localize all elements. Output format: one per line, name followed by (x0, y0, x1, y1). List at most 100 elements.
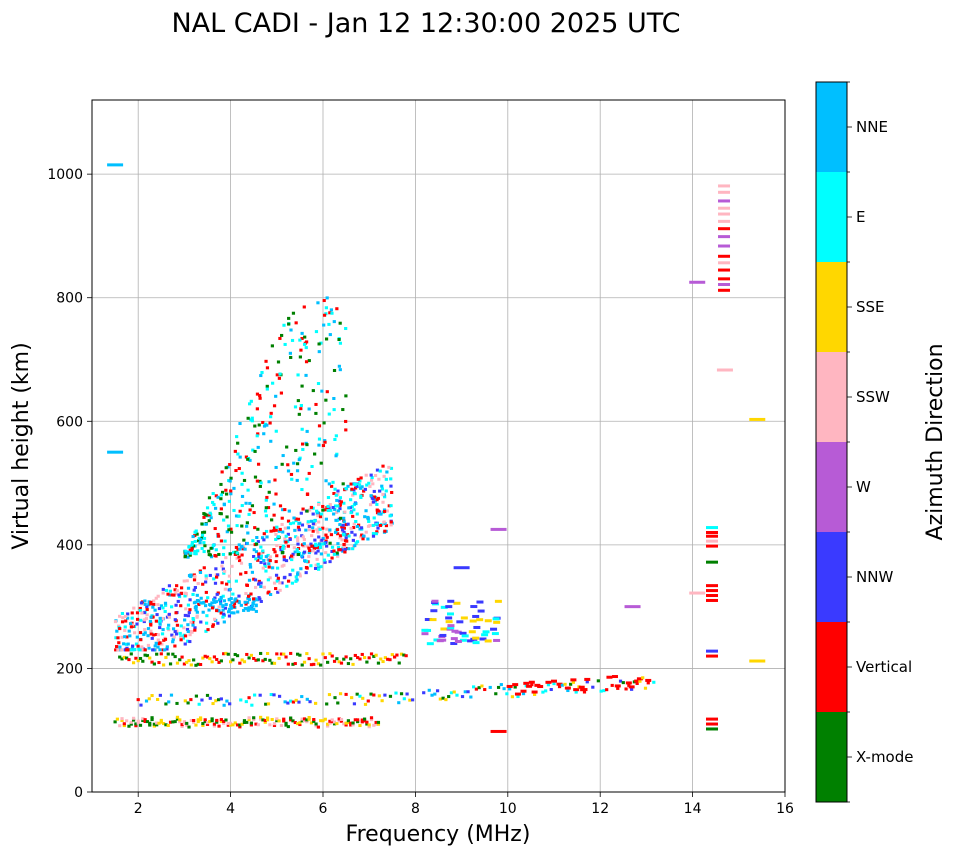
echo-mark (265, 423, 269, 427)
echo-mark (220, 581, 224, 585)
echo-mark (216, 609, 221, 613)
echo-mark (248, 565, 253, 569)
echo-mark (145, 608, 149, 612)
echo-mark (146, 643, 151, 647)
echo-mark (190, 546, 194, 550)
echo-mark (329, 533, 334, 537)
echo-mark (521, 692, 526, 696)
echo-mark (125, 656, 129, 660)
echo-mark (308, 700, 312, 704)
echo-mark (179, 636, 183, 640)
echo-mark (129, 625, 134, 629)
echo-mark (238, 509, 242, 513)
echo-mark (402, 697, 406, 701)
echo-mark (447, 695, 451, 699)
colorbar-label: NNE (856, 118, 888, 136)
echo-mark (265, 384, 269, 388)
echo-mark (314, 402, 318, 406)
echo-mark (332, 722, 337, 726)
echo-mark (268, 559, 272, 563)
echo-mark (311, 512, 315, 516)
echo-mark (369, 652, 374, 656)
echo-mark (184, 592, 188, 596)
echo-mark (318, 545, 323, 549)
echo-mark (161, 606, 165, 610)
echo-mark (227, 499, 231, 503)
echo-mark (171, 640, 175, 644)
echo-mark (197, 602, 201, 606)
echo-mark (300, 336, 304, 340)
echo-mark (152, 633, 156, 637)
echo-mark (175, 701, 179, 705)
echo-mark (294, 579, 298, 583)
echo-mark (286, 701, 290, 705)
echo-mark (313, 522, 317, 526)
echo-mark (325, 702, 329, 706)
echo-mark (319, 719, 323, 723)
echo-mark (225, 582, 229, 586)
echo-mark (133, 647, 137, 651)
echo-mark (371, 534, 376, 538)
echo-mark (449, 691, 454, 695)
echo-mark (332, 720, 337, 724)
echo-mark (256, 540, 260, 544)
echo-mark (278, 527, 282, 531)
echo-mark (143, 599, 147, 603)
echo-mark (338, 504, 342, 508)
echo-mark (279, 548, 283, 552)
echo-mark (159, 720, 163, 724)
echo-mark (147, 603, 151, 607)
echo-mark (273, 550, 277, 554)
echo-mark (320, 538, 324, 542)
echo-mark (125, 719, 129, 723)
echo-mark (341, 523, 345, 527)
echo-mark (360, 720, 364, 724)
echo-mark (198, 569, 202, 573)
echo-mark (225, 699, 229, 703)
echo-mark (482, 630, 490, 634)
echo-mark (173, 618, 177, 622)
echo-mark (355, 540, 360, 544)
echo-mark (213, 581, 218, 585)
echo-mark (249, 721, 253, 725)
echo-mark (375, 468, 380, 472)
echo-mark (352, 508, 356, 512)
echo-mark (302, 660, 307, 664)
echo-mark (335, 657, 339, 661)
echo-mark (302, 719, 307, 723)
colorbar-segment-vertical (816, 622, 847, 712)
grid-lines (92, 100, 786, 793)
echo-mark (295, 478, 299, 482)
echo-mark (344, 536, 348, 540)
echo-mark (336, 542, 340, 546)
echo-mark (483, 688, 487, 692)
echo-mark (196, 582, 200, 586)
echo-mark (124, 619, 128, 623)
echo-mark (244, 700, 248, 704)
echo-mark (303, 335, 307, 339)
echo-mark (202, 600, 206, 604)
echo-mark (183, 699, 187, 703)
echo-mark (250, 419, 254, 423)
echo-mark (212, 722, 217, 726)
echo-mark (269, 439, 273, 443)
echo-mark (706, 594, 719, 598)
echo-mark (189, 620, 193, 624)
echo-mark (295, 722, 300, 726)
echo-mark (384, 524, 389, 528)
echo-mark (298, 456, 302, 460)
echo-mark (569, 682, 573, 686)
echo-mark (523, 681, 530, 685)
echo-mark (284, 559, 289, 563)
echo-mark (287, 322, 291, 326)
echo-mark (249, 607, 253, 611)
echo-mark (161, 587, 165, 591)
echo-mark (304, 571, 308, 575)
echo-mark (718, 283, 731, 287)
echo-mark (326, 496, 331, 500)
echo-mark (166, 592, 170, 596)
echo-mark (222, 503, 226, 507)
echo-mark (526, 684, 533, 688)
echo-mark (120, 648, 124, 652)
echo-mark (718, 190, 731, 194)
